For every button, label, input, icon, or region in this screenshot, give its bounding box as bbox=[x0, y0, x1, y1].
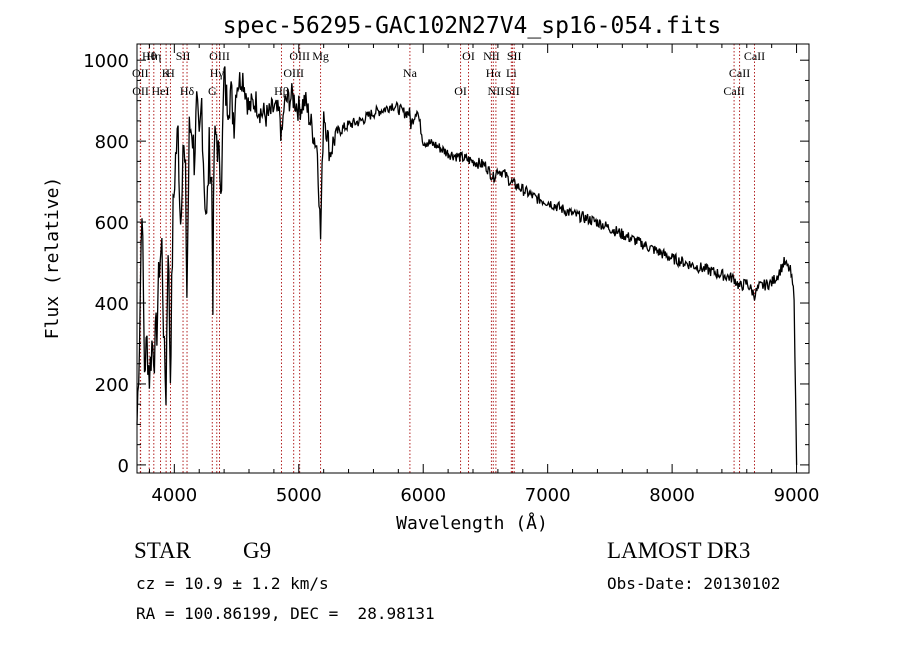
line-marker-label: NII bbox=[488, 84, 505, 98]
line-marker-layer: HθKHδOIIIOIIHeISIIHγOIIHηHGOIIIOIIIHβMgN… bbox=[132, 44, 765, 473]
y-tick-label: 400 bbox=[95, 294, 129, 315]
line-marker-label: SII bbox=[505, 84, 520, 98]
line-marker-label: SII bbox=[176, 49, 191, 63]
y-tick-label: 0 bbox=[118, 456, 129, 477]
line-marker-label: Hα bbox=[486, 66, 502, 80]
object-class: STAR bbox=[134, 538, 191, 563]
y-tick-label: 800 bbox=[95, 132, 129, 153]
line-marker-label: G bbox=[208, 84, 217, 98]
line-marker-label: Hθ bbox=[142, 49, 157, 63]
line-marker-label: Hγ bbox=[210, 66, 225, 80]
obs-date: Obs-Date: 20130102 bbox=[607, 574, 781, 593]
line-marker-label: K bbox=[162, 66, 171, 80]
y-axis-label: Flux (relative) bbox=[42, 177, 63, 340]
line-marker-label: OIII bbox=[283, 66, 304, 80]
subclass: G9 bbox=[243, 538, 272, 563]
line-marker-label: Na bbox=[403, 66, 418, 80]
axis-ticks: 4000 5000 6000 7000 8000 9000 0 200 400 600 800 100… bbox=[83, 44, 819, 506]
x-tick-label: 7000 bbox=[525, 485, 571, 506]
y-tick-label: 600 bbox=[95, 213, 129, 234]
line-marker-label: Hδ bbox=[180, 84, 195, 98]
line-marker-label: H bbox=[166, 66, 175, 80]
line-marker-label: Hβ bbox=[274, 84, 289, 98]
y-tick-label: 1000 bbox=[83, 51, 129, 72]
spectrum-line bbox=[136, 66, 798, 465]
line-marker-label: Li bbox=[506, 66, 517, 80]
x-tick-label: 6000 bbox=[400, 485, 446, 506]
survey-name: LAMOST DR3 bbox=[607, 538, 751, 563]
line-marker-label: OII bbox=[132, 84, 149, 98]
x-tick-label: 8000 bbox=[649, 485, 695, 506]
line-marker-label: CaII bbox=[729, 66, 750, 80]
line-marker-label: CaII bbox=[723, 84, 744, 98]
x-tick-label: 5000 bbox=[276, 485, 322, 506]
x-axis-label: Wavelength (Å) bbox=[396, 512, 548, 534]
line-marker-label: OI bbox=[454, 84, 467, 98]
plot-frame bbox=[136, 43, 810, 474]
line-marker-label: Mg bbox=[312, 49, 329, 63]
line-marker-label: NII bbox=[483, 49, 500, 63]
line-marker-label: OI bbox=[462, 49, 475, 63]
chart-title: spec-56295-GAC102N27V4_sp16-054.fits bbox=[223, 13, 722, 39]
x-tick-label: 4000 bbox=[151, 485, 197, 506]
redshift-cz: cz = 10.9 ± 1.2 km/s bbox=[136, 574, 329, 593]
line-marker-label: HeI bbox=[152, 84, 170, 98]
line-marker-label: OIII bbox=[289, 49, 310, 63]
line-marker-label: OIII bbox=[209, 49, 230, 63]
line-marker-label: SII bbox=[507, 49, 522, 63]
line-marker-label: CaII bbox=[744, 49, 765, 63]
coordinates: RA = 100.86199, DEC = 28.98131 bbox=[136, 604, 435, 623]
x-tick-label: 9000 bbox=[774, 485, 820, 506]
line-marker-label: Hη bbox=[146, 49, 161, 63]
y-tick-label: 200 bbox=[95, 375, 129, 396]
